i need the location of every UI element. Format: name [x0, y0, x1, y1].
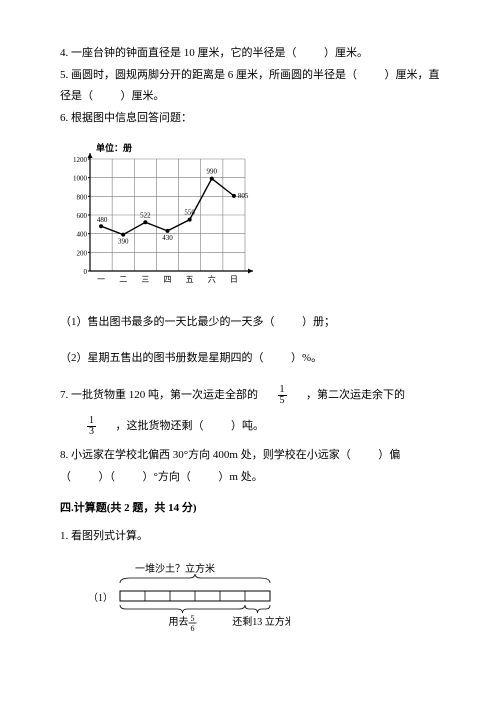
- frac-den: 3: [87, 427, 96, 437]
- svg-text:二: 二: [119, 275, 127, 284]
- q4-pre: 4. 一座台钟的钟面直径是 10 厘米，它的半径是（: [60, 47, 297, 59]
- q7-blank: [206, 418, 228, 436]
- q7-l2-pre: ，这批货物还剩（: [116, 420, 204, 432]
- question-5: 5. 画圆时，圆规两脚分开的距离是 6 厘米，所画圆的半径是（ ）厘米，直: [60, 67, 440, 85]
- calc1-text: 1. 看图列式计算。: [60, 530, 148, 542]
- svg-text:单位：册: 单位：册: [96, 142, 132, 153]
- svg-text:550: 550: [184, 209, 195, 217]
- q8-blank1: [353, 447, 375, 465]
- svg-text:5: 5: [191, 614, 195, 623]
- q8-l2c: ）°方向（: [143, 471, 191, 483]
- frac-den: 5: [278, 396, 287, 406]
- q7-l2-post: ）吨。: [231, 420, 264, 432]
- q4-post: ）厘米。: [324, 47, 368, 59]
- q6-2-blank: [266, 350, 288, 368]
- svg-text:（1）: （1）: [88, 592, 113, 604]
- question-6: 6. 根据图中信息回答问题：: [60, 110, 440, 128]
- chart-svg: 单位：册 1200 1000 800 600 400 200 0 一 二 三 四 五 六 日 480 390 52…: [60, 139, 260, 289]
- calc-q1: 1. 看图列式计算。: [60, 528, 440, 546]
- svg-text:1200: 1200: [73, 156, 88, 164]
- svg-text:一堆沙土？立方米: 一堆沙土？立方米: [135, 562, 215, 575]
- svg-text:六: 六: [208, 274, 216, 284]
- q4-blank: [299, 45, 321, 63]
- q5-end: ）厘米。: [121, 90, 165, 102]
- svg-text:三: 三: [141, 275, 149, 284]
- q6-1-blank: [277, 314, 299, 332]
- q5-blank2: [96, 88, 118, 106]
- q8-l2b: ）（: [99, 471, 116, 483]
- svg-text:480: 480: [97, 217, 108, 225]
- diagram-svg: 一堆沙土？立方米 （1） 用去56 还剩13 立方米: [80, 556, 290, 631]
- svg-text:390: 390: [118, 238, 129, 246]
- q8-l2d: ）m 处。: [218, 471, 262, 483]
- q7-pre: 7. 一批货物重 120 吨，第一次运走全部的: [60, 389, 258, 401]
- bar-diagram: 一堆沙土？立方米 （1） 用去56 还剩13 立方米: [80, 556, 440, 638]
- svg-text:还剩13 立方米: 还剩13 立方米: [232, 615, 290, 628]
- q5-blank1: [360, 67, 382, 85]
- svg-text:430: 430: [162, 234, 173, 242]
- svg-text:800: 800: [77, 194, 88, 202]
- q5-l2a: 径是（: [60, 90, 93, 102]
- line-chart: 单位：册 1200 1000 800 600 400 200 0 一 二 三 四 五 六 日 480 390 52…: [60, 139, 440, 296]
- q6-text: 6. 根据图中信息回答问题：: [60, 112, 192, 124]
- q6-2-pre: （2）星期五售出的图书册数是星期四的（: [60, 352, 264, 364]
- q8-l2a: （: [60, 471, 71, 483]
- svg-text:五: 五: [186, 275, 194, 284]
- question-8-line2: （ ）（ ）°方向（ ）m 处。: [60, 469, 440, 487]
- svg-text:1000: 1000: [73, 175, 88, 183]
- q6-1-post: ）册；: [302, 316, 335, 328]
- svg-text:四: 四: [164, 275, 172, 284]
- question-5-line2: 径是（ ）厘米。: [60, 88, 440, 106]
- svg-text:522: 522: [140, 212, 151, 220]
- q5-pre: 5. 画圆时，圆规两脚分开的距离是 6 厘米，所画圆的半径是（: [60, 69, 357, 81]
- svg-text:200: 200: [77, 250, 88, 258]
- section-4-title: 四.计算题(共 2 题，共 14 分): [60, 502, 197, 514]
- q6-2-post: ）%。: [291, 352, 322, 364]
- svg-text:990: 990: [207, 168, 218, 176]
- svg-text:0: 0: [84, 268, 88, 276]
- svg-text:805: 805: [238, 192, 249, 200]
- svg-text:600: 600: [77, 212, 88, 220]
- q6-sub2: （2）星期五售出的图书册数是星期四的（ ）%。: [60, 350, 440, 368]
- q5-mid: ）厘米，直: [385, 69, 440, 81]
- svg-text:日: 日: [230, 275, 238, 284]
- question-7-line2: 1 3 ，这批货物还剩（ ）吨。: [60, 416, 440, 437]
- q6-sub1: （1）售出图书最多的一天比最少的一天多（ ）册；: [60, 314, 440, 332]
- q7-mid: ，第二次运走余下的: [306, 389, 405, 401]
- svg-text:用去: 用去: [169, 616, 189, 628]
- question-8: 8. 小远家在学校北偏西 30°方向 400m 处，则学校在小远家（ ）偏: [60, 447, 440, 465]
- svg-text:6: 6: [191, 624, 195, 631]
- q7-frac1: 1 5: [278, 385, 287, 406]
- q7-frac2: 1 3: [87, 416, 96, 437]
- q8-pre: 8. 小远家在学校北偏西 30°方向 400m 处，则学校在小远家（: [60, 449, 351, 461]
- svg-text:400: 400: [77, 231, 88, 239]
- question-4: 4. 一座台钟的钟面直径是 10 厘米，它的半径是（ ）厘米。: [60, 45, 440, 63]
- section-4-header: 四.计算题(共 2 题，共 14 分): [60, 500, 440, 518]
- question-7: 7. 一批货物重 120 吨，第一次运走全部的 1 5 ，第二次运走余下的: [60, 385, 440, 406]
- svg-text:一: 一: [97, 275, 105, 284]
- q6-1-pre: （1）售出图书最多的一天比最少的一天多（: [60, 316, 275, 328]
- q8-mid1: ）偏: [378, 449, 400, 461]
